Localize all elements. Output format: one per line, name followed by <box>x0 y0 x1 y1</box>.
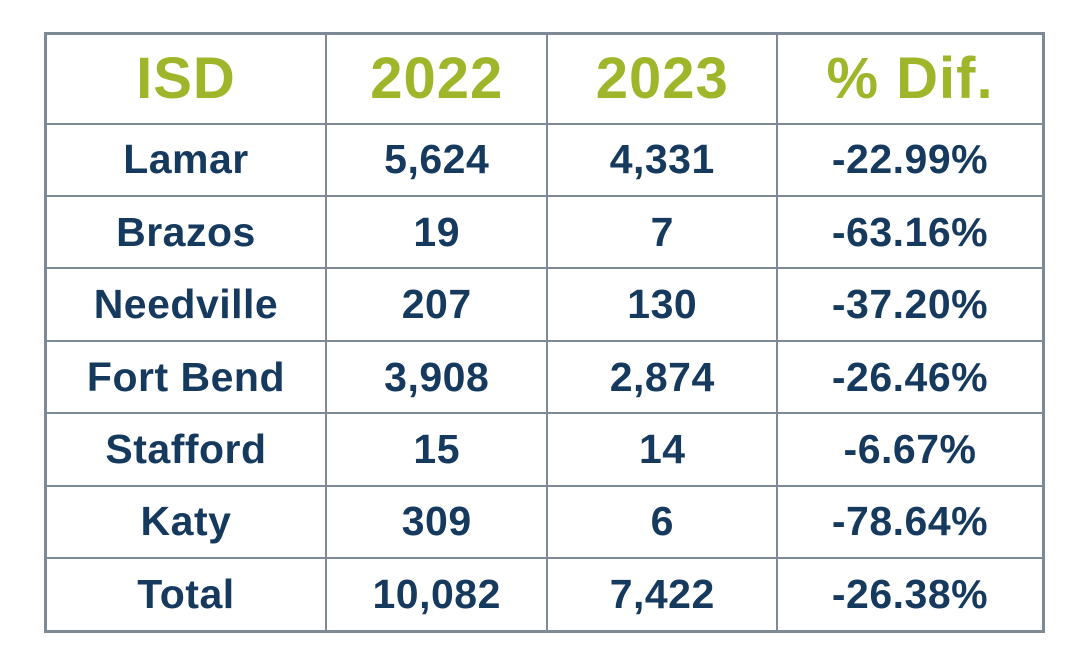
table-row-total: Total 10,082 7,422 -26.38% <box>44 557 1045 633</box>
cell-2023: 2,874 <box>546 339 779 415</box>
table-row-lamar: Lamar 5,624 4,331 -22.99% <box>44 122 1045 197</box>
table-row-katy: Katy 309 6 -78.64% <box>44 484 1045 560</box>
cell-pct-dif: -37.20% <box>776 267 1045 342</box>
cell-pct-dif: -26.38% <box>776 557 1045 633</box>
cell-isd: Needville <box>44 267 327 342</box>
cell-2022: 3,908 <box>324 339 549 415</box>
cell-2023: 6 <box>546 484 779 560</box>
cell-2023: 14 <box>546 412 779 487</box>
isd-comparison-table: ISD 2022 2023 % Dif. Lamar 5,624 4,331 -… <box>44 32 1045 633</box>
cell-2022: 309 <box>324 484 549 560</box>
table-row-fort-bend: Fort Bend 3,908 2,874 -26.46% <box>44 339 1045 415</box>
cell-pct-dif: -63.16% <box>776 194 1045 270</box>
cell-2022: 5,624 <box>324 122 549 197</box>
cell-2023: 4,331 <box>546 122 779 197</box>
column-header-isd: ISD <box>44 32 327 125</box>
column-header-2022: 2022 <box>324 32 549 125</box>
cell-isd: Fort Bend <box>44 339 327 415</box>
cell-2022: 207 <box>324 267 549 342</box>
column-header-pct-dif: % Dif. <box>776 32 1045 125</box>
header-row: ISD 2022 2023 % Dif. <box>44 32 1045 125</box>
column-header-2023: 2023 <box>546 32 779 125</box>
table-row-stafford: Stafford 15 14 -6.67% <box>44 412 1045 487</box>
cell-2023: 7,422 <box>546 557 779 633</box>
cell-2022: 15 <box>324 412 549 487</box>
cell-pct-dif: -6.67% <box>776 412 1045 487</box>
cell-2022: 10,082 <box>324 557 549 633</box>
cell-isd: Brazos <box>44 194 327 270</box>
cell-isd: Total <box>44 557 327 633</box>
table-row-brazos: Brazos 19 7 -63.16% <box>44 194 1045 270</box>
cell-isd: Lamar <box>44 122 327 197</box>
cell-isd: Katy <box>44 484 327 560</box>
cell-isd: Stafford <box>44 412 327 487</box>
cell-pct-dif: -26.46% <box>776 339 1045 415</box>
cell-pct-dif: -22.99% <box>776 122 1045 197</box>
cell-2022: 19 <box>324 194 549 270</box>
cell-pct-dif: -78.64% <box>776 484 1045 560</box>
cell-2023: 7 <box>546 194 779 270</box>
table-row-needville: Needville 207 130 -37.20% <box>44 267 1045 342</box>
cell-2023: 130 <box>546 267 779 342</box>
